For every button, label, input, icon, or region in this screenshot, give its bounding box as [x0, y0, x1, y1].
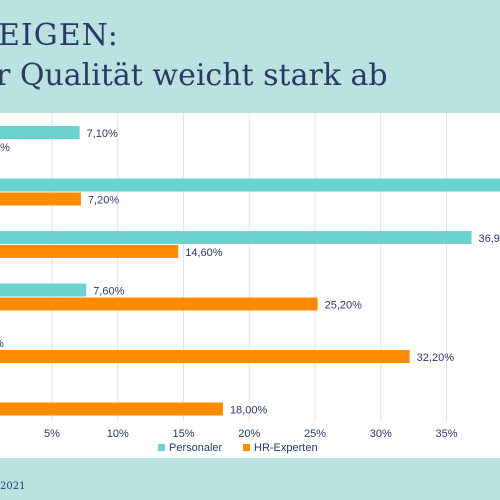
chart-plot-area: 7,10% 0% 7,20% 36,90% 14,60% 7,60% 25,20%% 32,2…	[0, 113, 500, 458]
data-label: 7,60%	[93, 286, 124, 298]
data-label: 32,20%	[417, 352, 455, 364]
bar-personaler	[0, 283, 87, 297]
legend-swatch-hr-experten	[243, 444, 250, 451]
legend-label-hr-experten: HR-Experten	[254, 442, 318, 454]
bar-hr-experten	[0, 245, 179, 258]
data-label: 0%	[0, 142, 10, 154]
legend-label-personaler: Personaler	[169, 442, 223, 454]
bar-personaler	[0, 178, 500, 192]
chart-title-line-2: r Qualität weicht stark ab	[0, 58, 388, 93]
footer-year: 2021	[0, 481, 26, 492]
x-tick-label: 35%	[435, 428, 457, 440]
bar-hr-experten	[0, 297, 318, 311]
x-tick-label: 10%	[107, 428, 129, 440]
bar-personaler	[0, 126, 80, 139]
data-label: 18,00%	[230, 405, 268, 417]
x-tick-label: 5%	[44, 428, 60, 440]
bar-hr-experten	[0, 192, 81, 206]
bar-chart: 7,10% 0% 7,20% 36,90% 14,60% 7,60% 25,20%% 32,2…	[0, 113, 500, 454]
legend-swatch-personaler	[158, 444, 165, 451]
data-label: 14,60%	[185, 247, 223, 259]
data-label: 7,20%	[88, 195, 119, 207]
data-label: %	[0, 338, 4, 350]
bar-personaler	[0, 231, 472, 244]
data-label: 25,20%	[325, 300, 363, 312]
chart-title-line-1: EIGEN:	[0, 18, 119, 53]
x-tick-label: 30%	[370, 428, 392, 440]
bar-hr-experten	[0, 350, 410, 363]
x-tick-label: 15%	[172, 428, 194, 440]
data-label: 7,10%	[87, 128, 118, 140]
data-label: 36,90%	[478, 233, 500, 245]
x-tick-label: 20%	[238, 428, 260, 440]
bar-hr-experten	[0, 402, 223, 416]
x-tick-label: 25%	[304, 428, 326, 440]
